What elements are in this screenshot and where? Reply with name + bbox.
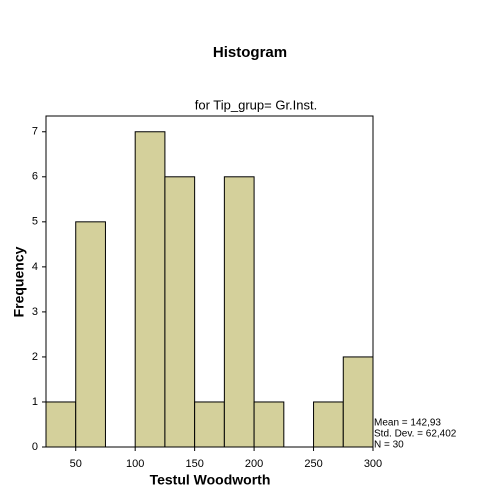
y-tick-label: 4 (32, 261, 38, 273)
x-tick-label: 250 (304, 458, 322, 470)
stats-annotation: N = 30 (374, 440, 404, 451)
y-tick-label: 1 (32, 396, 38, 408)
y-tick-label: 7 (32, 126, 38, 138)
x-tick-label: 100 (126, 458, 144, 470)
bar (164, 176, 196, 448)
y-tick-label: 2 (32, 351, 38, 363)
y-tick-label: 6 (32, 171, 38, 183)
x-tick-label: 50 (70, 458, 82, 470)
x-tick-label: 200 (245, 458, 263, 470)
y-axis-label: Frequency (11, 246, 27, 317)
x-axis-label: Testul Woodworth (150, 472, 271, 488)
stats-annotation: Mean = 142,93 (374, 418, 441, 429)
y-tick-label: 3 (32, 306, 38, 318)
bar (75, 221, 106, 448)
y-tick-label: 0 (32, 441, 38, 453)
stats-annotation: Std. Dev. = 62,402 (374, 429, 457, 440)
bar (313, 401, 344, 448)
bar (134, 131, 166, 448)
y-tick-label: 5 (32, 216, 38, 228)
chart-subtitle: for Tip_grup= Gr.Inst. (195, 97, 317, 112)
bar (253, 401, 285, 448)
x-tick-label: 150 (185, 458, 203, 470)
bar (342, 356, 374, 448)
chart-title: Histogram (213, 44, 287, 61)
bar (223, 176, 255, 448)
bar (45, 401, 77, 448)
x-tick-label: 300 (364, 458, 382, 470)
bar (194, 401, 225, 448)
